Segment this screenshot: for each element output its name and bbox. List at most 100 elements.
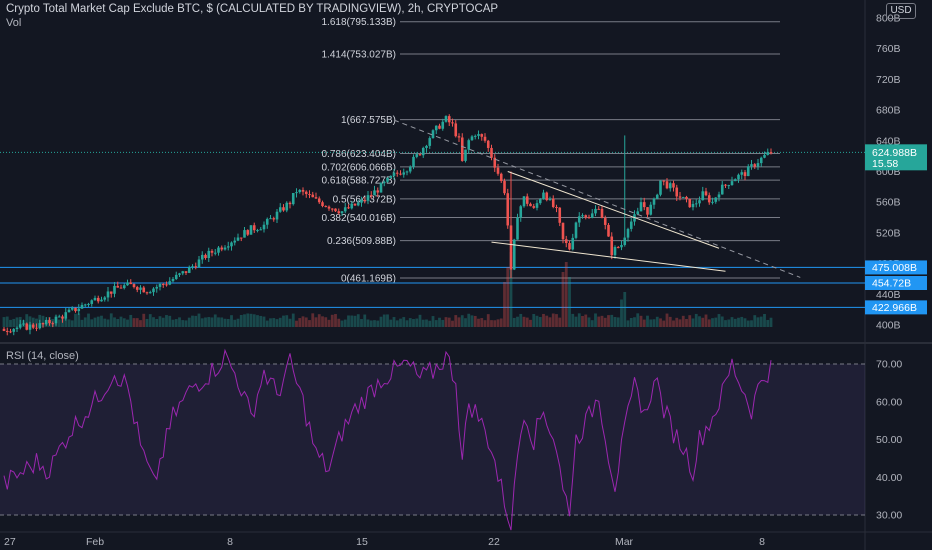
horizontal-level-tag [865,300,927,315]
candle-body [314,197,318,199]
volume-bar [145,318,149,327]
candle-body [295,192,298,194]
candle-body [626,228,630,238]
candle-body [100,299,103,302]
volume-bar [616,317,620,327]
volume-bar [360,319,363,327]
volume-bar [74,313,77,327]
volume-bar [480,318,484,327]
volume-bar [168,315,172,327]
volume-bar [681,315,685,327]
volume-bar [41,315,45,327]
rsi-axis-tick: 30.00 [876,510,902,522]
candle-body [340,211,344,214]
candle-body [457,136,461,138]
candle-body [655,194,659,199]
volume-bar [655,316,659,327]
candle-body [720,184,724,195]
candle-body [746,166,750,177]
candle-body [28,324,32,330]
volume-bar [672,320,675,327]
candle-body [600,208,604,218]
time-axis-tick: 15 [356,536,368,548]
volume-bar [529,319,532,327]
candle-body [704,191,708,196]
volume-bar [678,319,682,327]
candle-body [64,312,68,319]
candle-body [12,329,16,332]
volume-bar [441,319,445,327]
candle-body [200,254,204,260]
volume-bar [80,319,84,327]
volume-bar [187,317,191,327]
volume-bar [464,318,467,327]
candle-body [636,211,640,215]
volume-bar [191,315,194,327]
chart-title: Crypto Total Market Cap Exclude BTC, $ (… [6,3,499,15]
time-axis-tick: Mar [615,536,634,548]
volume-bar [532,314,536,327]
candle-body [460,137,464,161]
volume-bar [113,317,116,327]
time-axis-tick: 22 [488,536,500,548]
fib-label: 1.618(795.133B) [321,17,396,28]
volume-bar [623,292,627,327]
candle-body [122,285,126,289]
rsi-axis-tick: 40.00 [876,472,902,484]
candle-body [272,218,276,220]
volume-bar [395,320,399,327]
volume-bar [265,320,269,327]
volume-bar [642,319,646,327]
candle-body [473,135,477,137]
candle-body [311,194,315,198]
candle-body [285,202,289,211]
candle-body [48,319,51,324]
volume-bar [317,314,321,327]
volume-bar [451,320,454,327]
currency-button[interactable]: USD [886,3,916,19]
volume-bar [759,316,763,327]
volume-bar [122,318,126,327]
candle-body [174,274,178,279]
volume-bar [158,316,162,327]
candle-body [369,195,373,197]
candle-body [161,284,165,286]
candle-body [210,250,214,253]
candle-body [740,172,744,175]
volume-bar [327,319,331,327]
volume-bar [83,317,87,327]
fib-label: 0.618(588.727B) [321,176,396,187]
rsi-axis-tick: 70.00 [876,359,902,371]
volume-bar [337,318,341,327]
candle-body [571,237,575,250]
volume-bar [217,317,220,327]
volume-bar [259,315,263,327]
volume-bar [769,317,773,327]
candle-body [603,217,607,225]
trendline [507,171,720,249]
candle-body [321,202,324,207]
volume-bar [597,316,601,327]
volume-bar [340,320,344,327]
candle-body [707,195,711,203]
volume-bar [25,314,29,327]
candle-body [467,140,471,150]
candle-body [509,225,513,270]
candle-body [139,287,142,290]
candle-body [503,180,506,194]
volume-bar [57,319,61,327]
volume-bar [438,317,441,327]
trendline [393,119,801,278]
time-axis-tick: 27 [4,536,16,548]
volume-bar [204,317,207,327]
candle-body [490,147,493,158]
volume-bar [246,313,250,327]
candle-body [382,181,386,184]
candle-body [291,192,295,205]
candle-body [522,196,526,207]
volume-bar [756,317,760,327]
candle-body [688,198,692,208]
candle-body [74,307,77,312]
candle-body [252,225,256,231]
